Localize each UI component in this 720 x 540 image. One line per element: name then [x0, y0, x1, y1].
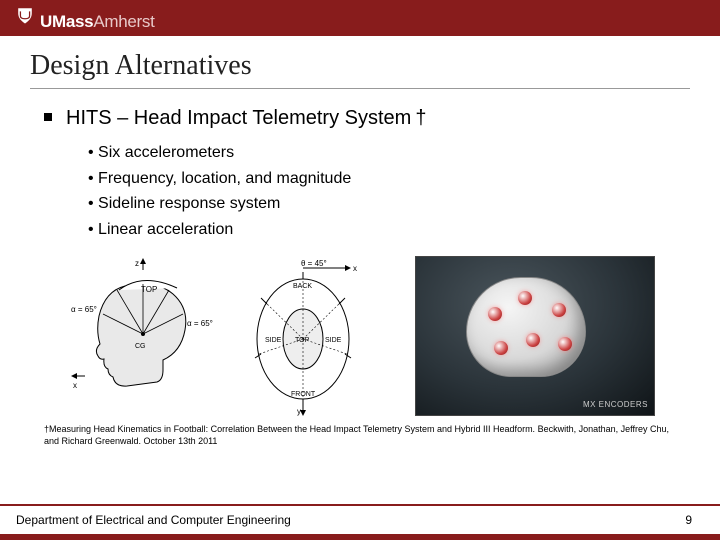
axis-x-right: x: [353, 264, 357, 273]
slide-content: HITS – Head Impact Telemetry System † Si…: [0, 95, 720, 242]
head-diagram: TOP z x CG α = 65° α = 65° x θ =: [65, 256, 375, 416]
axis-x-left: x: [73, 381, 77, 390]
helmet-photo: MX ENCODERS: [415, 256, 655, 416]
sub-bullet-list: Six accelerometers Frequency, location, …: [88, 140, 676, 242]
brand-bar: UMass Amherst: [0, 0, 720, 36]
alpha-left: α = 65°: [71, 305, 97, 314]
cg-label: CG: [135, 343, 146, 350]
brand-umass-text: UMass: [40, 12, 93, 32]
axis-z: z: [135, 259, 139, 268]
brand-logo: UMass Amherst: [14, 5, 155, 32]
helmet-shape: [466, 277, 606, 397]
square-bullet-icon: [44, 113, 52, 121]
top-label: TOP: [141, 285, 157, 294]
side-label-l: SIDE: [265, 337, 282, 344]
back-label: BACK: [293, 283, 312, 290]
axis-y: y: [297, 407, 301, 416]
brand-amherst-text: Amherst: [93, 12, 154, 32]
main-bullet-text: HITS – Head Impact Telemetry System: [66, 107, 411, 130]
slide-title: Design Alternatives: [30, 50, 690, 89]
footer: Department of Electrical and Computer En…: [0, 504, 720, 540]
figures-row: TOP z x CG α = 65° α = 65° x θ =: [0, 256, 720, 416]
footer-dept: Department of Electrical and Computer En…: [16, 513, 291, 527]
sub-bullet: Frequency, location, and magnitude: [88, 166, 676, 192]
page-number: 9: [685, 513, 692, 527]
front-label: FRONT: [291, 391, 316, 398]
side-label-r: SIDE: [325, 337, 342, 344]
theta-top: θ = 45°: [301, 259, 327, 268]
dagger-symbol: †: [415, 107, 426, 130]
footer-accent: [0, 534, 720, 540]
alpha-right: α = 65°: [187, 319, 213, 328]
sub-bullet: Linear acceleration: [88, 217, 676, 243]
title-area: Design Alternatives: [0, 36, 720, 95]
sub-bullet: Six accelerometers: [88, 140, 676, 166]
main-bullet-row: HITS – Head Impact Telemetry System †: [44, 107, 676, 130]
footnote: †Measuring Head Kinematics in Football: …: [0, 416, 720, 447]
sub-bullet: Sideline response system: [88, 191, 676, 217]
head-diagram-svg: TOP z x CG α = 65° α = 65° x θ =: [65, 256, 375, 416]
mx-encoders-label: MX ENCODERS: [583, 400, 648, 409]
umass-shield-icon: [14, 5, 36, 27]
